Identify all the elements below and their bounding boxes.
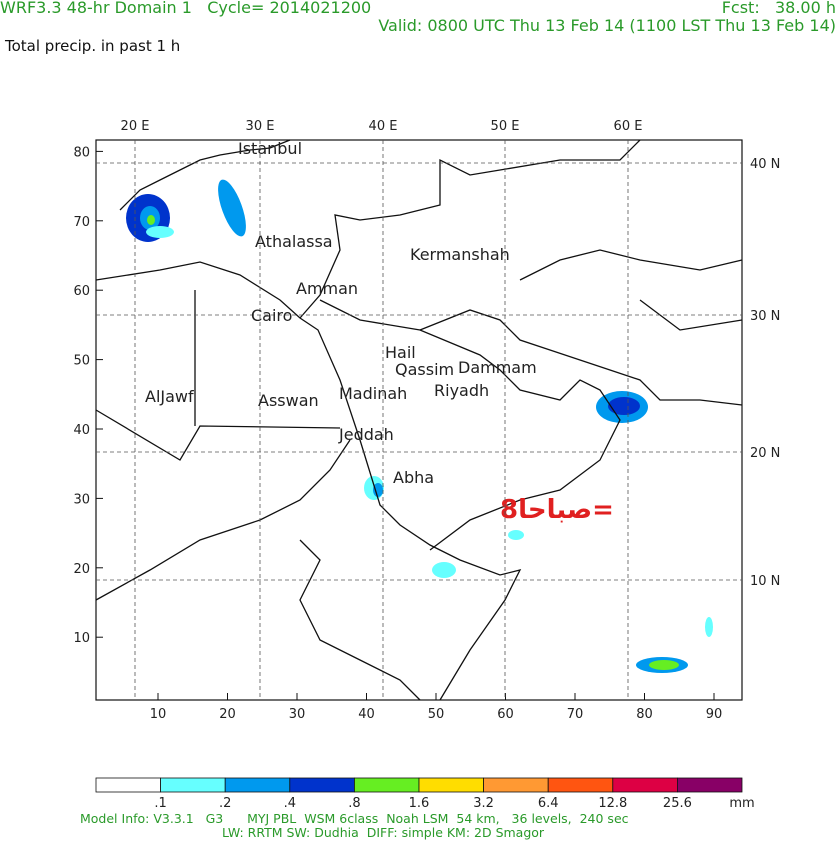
header-valid: Valid: 0800 UTC Thu 13 Feb 14 (1100 LST … [378,16,836,35]
colorbar-label: 12.8 [598,796,627,811]
y-tick-label: 70 [73,215,90,230]
colorbar-box [677,777,743,793]
coastlines [95,139,743,701]
x-tick-label: 70 [567,707,584,722]
header-fcst: Fcst: 38.00 h [722,0,836,17]
colorbar-unit: mm [729,796,754,811]
y-tick-label: 80 [73,145,90,160]
place-label: Dammam [458,358,537,377]
lon-label: 40 E [369,119,398,134]
lon-label: 30 E [246,119,275,134]
colorbar-box [353,777,420,793]
place-label: Madinah [339,384,407,403]
place-label: Abha [393,468,434,487]
x-tick-label: 10 [150,707,167,722]
colorbar-label: 1.6 [409,796,430,811]
precip-blobs [126,179,713,673]
place-label: Amman [296,279,358,298]
lon-label: 60 E [614,119,643,134]
map-frame [95,139,743,701]
y-tick-label: 30 [73,492,90,507]
place-label: Kermanshah [410,245,510,264]
colorbar-box [483,777,549,793]
y-tick-label: 50 [73,354,90,369]
y-tick-label: 10 [73,631,90,646]
colorbar-label: .4 [284,796,296,811]
colorbar-label: .8 [348,796,360,811]
place-label: Hail [385,343,416,362]
lon-label: 20 E [121,119,150,134]
place-label: Athalassa [255,232,333,251]
colorbar-label: 6.4 [538,796,559,811]
x-tick-label: 90 [706,707,723,722]
place-label: Asswan [258,391,319,410]
colorbar-box [612,777,678,793]
field-title: Total precip. in past 1 h [4,37,180,55]
x-tick-label: 20 [219,707,236,722]
place-label: Jeddah [338,425,394,444]
colorbar-box [95,777,161,793]
colorbar-box [418,777,484,793]
x-tick-label: 30 [289,707,306,722]
x-tick-label: 60 [497,707,514,722]
place-label: Riyadh [434,381,489,400]
colorbar-box [224,777,291,793]
colorbar-label: 3.2 [473,796,494,811]
y-tick-label: 40 [73,423,90,438]
x-tick-label: 80 [636,707,653,722]
lat-label: 40 N [750,157,780,172]
place-label: Istanbul [238,139,302,158]
place-label: Qassim [395,360,454,379]
lat-label: 20 N [750,446,780,461]
colorbar-box [289,777,355,793]
y-tick-label: 60 [73,284,90,299]
colorbar-label: .2 [219,796,231,811]
y-tick-label: 20 [73,562,90,577]
lon-label: 50 E [491,119,520,134]
colorbar-box [160,777,226,793]
colorbar-label: .1 [154,796,166,811]
lat-label: 30 N [750,309,780,324]
colorbar: .1 .2 .4 .8 1.6 3.2 6.4 12.8 25.6 mm [95,777,755,811]
footer-line1: Model Info: V3.3.1 G3 MYJ PBL WSM 6class… [80,811,629,826]
footer-line2: LW: RRTM SW: Dudhia DIFF: simple KM: 2D … [222,825,545,840]
lat-label: 10 N [750,574,780,589]
place-label: AlJawf [145,387,194,406]
colorbar-box [547,777,614,793]
colorbar-label: 25.6 [663,796,692,811]
x-tick-label: 40 [358,707,375,722]
x-tick-label: 50 [428,707,445,722]
header-title: WRF3.3 48-hr Domain 1 Cycle= 2014021200 [0,0,371,17]
annotation: 8صباحا= [500,495,614,525]
place-label: Cairo [251,306,292,325]
